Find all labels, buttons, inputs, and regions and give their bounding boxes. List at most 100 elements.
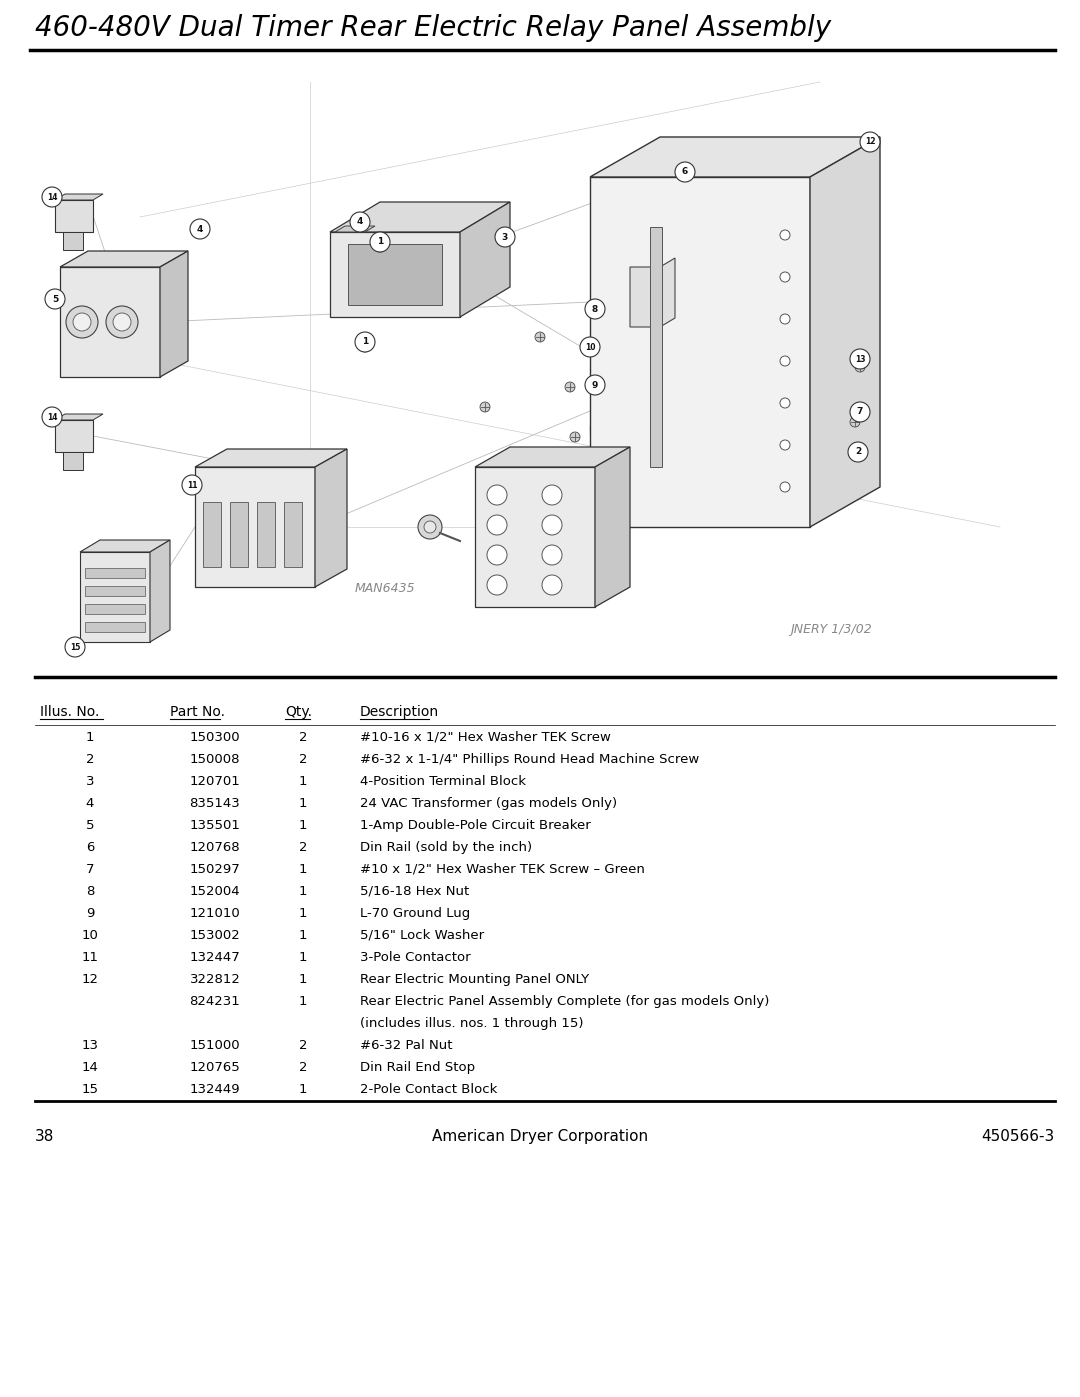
Circle shape [780, 440, 789, 450]
Circle shape [65, 637, 85, 657]
Polygon shape [195, 448, 347, 467]
Circle shape [66, 306, 98, 338]
Polygon shape [63, 232, 83, 250]
Text: 9: 9 [85, 907, 94, 921]
Text: 2: 2 [855, 447, 861, 457]
Text: 2: 2 [299, 753, 307, 766]
Circle shape [487, 576, 507, 595]
Bar [284, 502, 302, 567]
Polygon shape [160, 251, 188, 377]
Text: 24 VAC Transformer (gas models Only): 24 VAC Transformer (gas models Only) [360, 798, 617, 810]
Text: 1: 1 [299, 775, 307, 788]
Circle shape [850, 416, 860, 427]
Text: 1: 1 [299, 951, 307, 964]
Text: 5/16" Lock Washer: 5/16" Lock Washer [360, 929, 484, 942]
Text: 10: 10 [82, 929, 98, 942]
Circle shape [860, 131, 880, 152]
Text: 11: 11 [81, 951, 98, 964]
Text: 1: 1 [299, 972, 307, 986]
Text: 4: 4 [356, 218, 363, 226]
Circle shape [848, 441, 868, 462]
Text: 1: 1 [299, 819, 307, 833]
Text: 1: 1 [377, 237, 383, 246]
Text: 1: 1 [299, 929, 307, 942]
Circle shape [42, 187, 62, 207]
Polygon shape [330, 232, 460, 317]
Text: #6-32 x 1-1/4" Phillips Round Head Machine Screw: #6-32 x 1-1/4" Phillips Round Head Machi… [360, 753, 699, 766]
Circle shape [585, 299, 605, 319]
Text: 7: 7 [85, 863, 94, 876]
Text: 450566-3: 450566-3 [982, 1129, 1055, 1144]
Text: 1: 1 [299, 863, 307, 876]
Text: (includes illus. nos. 1 through 15): (includes illus. nos. 1 through 15) [360, 1017, 583, 1030]
Text: 4: 4 [85, 798, 94, 810]
Text: 153002: 153002 [190, 929, 241, 942]
Text: 13: 13 [854, 355, 865, 363]
Circle shape [542, 515, 562, 535]
Text: 5/16-18 Hex Nut: 5/16-18 Hex Nut [360, 886, 469, 898]
Circle shape [850, 402, 870, 422]
Polygon shape [150, 541, 170, 643]
Text: 4-Position Terminal Block: 4-Position Terminal Block [360, 775, 526, 788]
Text: 2: 2 [85, 753, 94, 766]
Circle shape [355, 332, 375, 352]
Circle shape [370, 232, 390, 251]
Text: MAN6435: MAN6435 [355, 583, 416, 595]
Polygon shape [475, 467, 595, 608]
Polygon shape [80, 552, 150, 643]
Text: 1: 1 [299, 886, 307, 898]
Bar [85, 569, 145, 578]
Bar [85, 604, 145, 615]
Circle shape [780, 482, 789, 492]
Polygon shape [60, 251, 188, 267]
Text: 1: 1 [299, 798, 307, 810]
Circle shape [675, 162, 696, 182]
Circle shape [535, 332, 545, 342]
Text: 15: 15 [70, 643, 80, 651]
Bar [230, 502, 248, 567]
Polygon shape [315, 448, 347, 587]
Text: 135501: 135501 [190, 819, 241, 833]
Text: 8: 8 [592, 305, 598, 313]
Text: Din Rail End Stop: Din Rail End Stop [360, 1060, 475, 1074]
Circle shape [113, 313, 131, 331]
Polygon shape [460, 203, 510, 317]
Text: 2: 2 [299, 1060, 307, 1074]
Text: 14: 14 [46, 412, 57, 422]
Text: 14: 14 [82, 1060, 98, 1074]
Circle shape [190, 219, 210, 239]
Circle shape [780, 314, 789, 324]
Text: 10: 10 [584, 342, 595, 352]
Bar [85, 585, 145, 597]
Text: 3: 3 [85, 775, 94, 788]
Text: 120768: 120768 [190, 841, 241, 854]
Text: Rear Electric Panel Assembly Complete (for gas models Only): Rear Electric Panel Assembly Complete (f… [360, 995, 769, 1009]
Text: #10-16 x 1/2" Hex Washer TEK Screw: #10-16 x 1/2" Hex Washer TEK Screw [360, 731, 611, 745]
Text: 13: 13 [81, 1039, 98, 1052]
Text: 120765: 120765 [190, 1060, 241, 1074]
Text: 1-Amp Double-Pole Circuit Breaker: 1-Amp Double-Pole Circuit Breaker [360, 819, 591, 833]
Polygon shape [330, 203, 510, 232]
Text: Description: Description [360, 705, 440, 719]
Text: 1: 1 [362, 338, 368, 346]
Text: 120701: 120701 [190, 775, 241, 788]
Text: 7: 7 [856, 408, 863, 416]
Circle shape [570, 432, 580, 441]
Text: 38: 38 [35, 1129, 54, 1144]
Circle shape [375, 242, 384, 251]
Text: #10 x 1/2" Hex Washer TEK Screw – Green: #10 x 1/2" Hex Washer TEK Screw – Green [360, 863, 645, 876]
Text: 2: 2 [299, 1039, 307, 1052]
Circle shape [855, 362, 865, 372]
Text: 1: 1 [299, 995, 307, 1009]
Text: 11: 11 [187, 481, 198, 489]
Circle shape [565, 381, 575, 393]
Text: 3: 3 [502, 232, 508, 242]
Text: 121010: 121010 [190, 907, 241, 921]
Circle shape [73, 313, 91, 331]
Polygon shape [55, 420, 93, 453]
Text: 12: 12 [865, 137, 875, 147]
Polygon shape [590, 137, 880, 177]
Text: 12: 12 [81, 972, 98, 986]
Polygon shape [60, 267, 160, 377]
Text: 460-480V Dual Timer Rear Electric Relay Panel Assembly: 460-480V Dual Timer Rear Electric Relay … [35, 14, 832, 42]
